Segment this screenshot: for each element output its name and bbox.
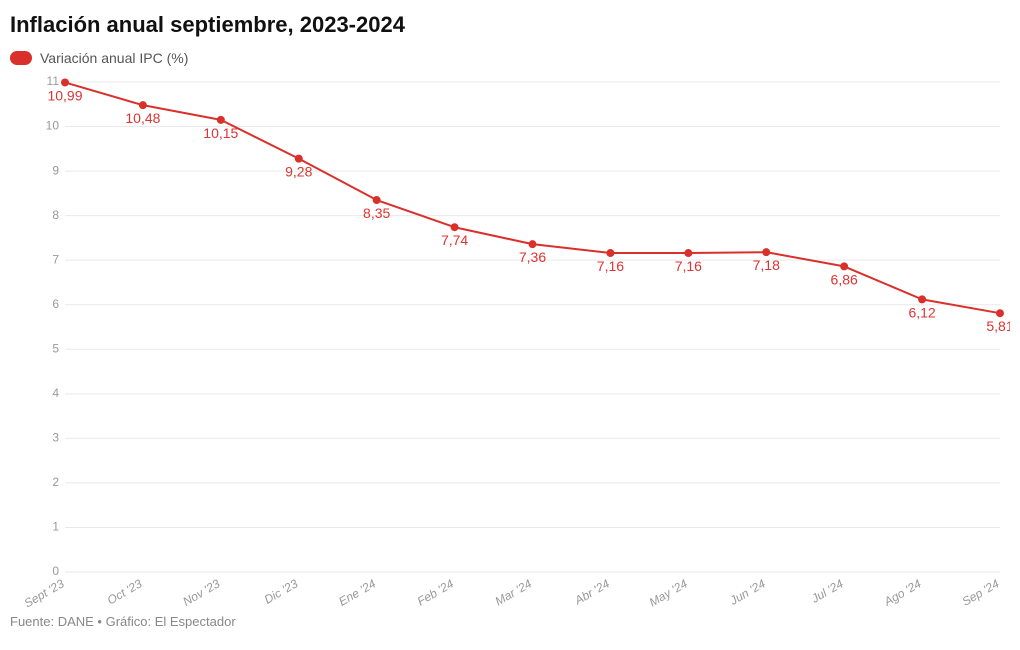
data-point — [918, 295, 926, 303]
data-label: 7,74 — [441, 232, 468, 248]
data-point — [217, 116, 225, 124]
y-tick-label: 5 — [52, 341, 59, 355]
data-point — [451, 223, 459, 231]
x-tick-label: Sep '24 — [960, 576, 1002, 608]
y-tick-label: 2 — [52, 475, 59, 489]
y-tick-label: 4 — [52, 386, 59, 400]
chart-plot-area: 01234567891011Sept '23Oct '23Nov '23Dic … — [10, 72, 1010, 612]
y-tick-label: 6 — [52, 297, 59, 311]
x-tick-label: Sept '23 — [22, 576, 67, 610]
y-tick-label: 10 — [46, 119, 60, 133]
y-tick-label: 3 — [52, 431, 59, 445]
y-tick-label: 9 — [52, 163, 59, 177]
data-point — [139, 101, 147, 109]
data-point — [529, 240, 537, 248]
data-point — [373, 196, 381, 204]
series-line — [65, 82, 1000, 313]
x-tick-label: Ene '24 — [336, 576, 378, 608]
data-point — [762, 248, 770, 256]
x-tick-label: Abr '24 — [571, 576, 612, 608]
chart-title: Inflación anual septiembre, 2023-2024 — [10, 12, 1010, 38]
data-label: 10,99 — [47, 87, 82, 103]
x-tick-label: Feb '24 — [415, 576, 457, 608]
data-label: 7,18 — [753, 257, 780, 273]
y-tick-label: 11 — [47, 74, 60, 88]
data-label: 6,12 — [908, 304, 935, 320]
y-tick-label: 7 — [52, 252, 59, 266]
data-point — [840, 262, 848, 270]
legend: Variación anual IPC (%) — [10, 50, 1010, 66]
data-point — [684, 249, 692, 257]
y-tick-label: 8 — [52, 208, 59, 222]
data-label: 7,36 — [519, 249, 546, 265]
x-tick-label: Nov '23 — [180, 576, 222, 608]
chart-container: Inflación anual septiembre, 2023-2024 Va… — [0, 0, 1020, 650]
data-label: 10,15 — [203, 125, 238, 141]
x-tick-label: May '24 — [647, 576, 690, 609]
data-label: 5,81 — [986, 318, 1010, 334]
line-chart-svg: 01234567891011Sept '23Oct '23Nov '23Dic … — [10, 72, 1010, 612]
x-tick-label: Jul '24 — [808, 576, 846, 606]
data-point — [606, 249, 614, 257]
data-label: 7,16 — [675, 258, 702, 274]
data-point — [996, 309, 1004, 317]
data-point — [295, 155, 303, 163]
legend-color-chip — [10, 51, 32, 65]
x-tick-label: Dic '23 — [262, 576, 301, 606]
data-label: 7,16 — [597, 258, 624, 274]
data-label: 8,35 — [363, 205, 390, 221]
x-tick-label: Ago '24 — [881, 576, 924, 609]
legend-label: Variación anual IPC (%) — [40, 50, 188, 66]
source-attribution: Fuente: DANE • Gráfico: El Espectador — [10, 614, 1010, 629]
x-tick-label: Oct '23 — [105, 576, 145, 607]
y-tick-label: 1 — [52, 520, 59, 534]
data-label: 9,28 — [285, 164, 312, 180]
x-tick-label: Mar '24 — [493, 576, 535, 608]
data-label: 6,86 — [831, 271, 858, 287]
x-tick-label: Jun '24 — [727, 576, 768, 608]
data-point — [61, 78, 69, 86]
data-label: 10,48 — [125, 110, 160, 126]
